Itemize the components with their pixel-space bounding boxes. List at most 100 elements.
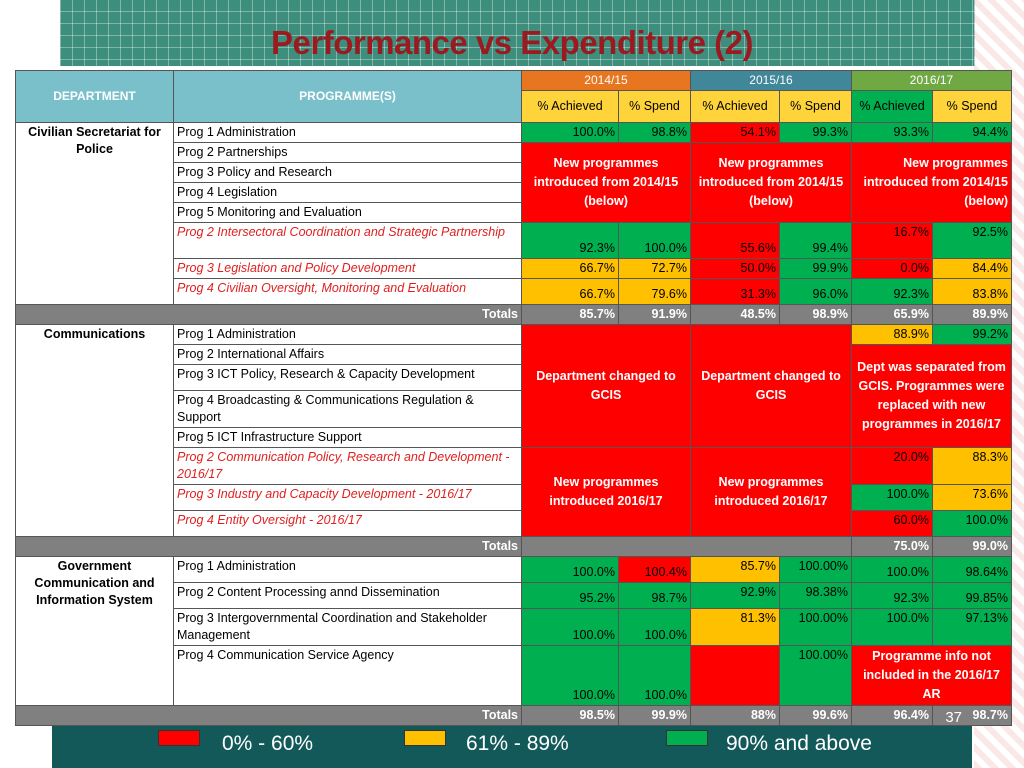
programme-cell: Prog 4 Entity Oversight - 2016/17 — [173, 510, 522, 537]
header-department: DEPARTMENT — [15, 70, 174, 123]
value-cell: 98.7% — [618, 582, 691, 609]
programme-cell: Prog 3 Intergovernmental Coordination an… — [173, 608, 522, 646]
performance-table: DEPARTMENT PROGRAMME(S) 2014/15 2015/16 … — [15, 70, 1012, 726]
total-cell: 88% — [690, 705, 780, 726]
value-cell: 92.5% — [932, 222, 1012, 259]
value-cell: 92.3% — [851, 582, 933, 609]
programme-cell: Prog 1 Administration — [173, 556, 522, 583]
value-cell: 100.0% — [521, 608, 619, 646]
note-new-programmes: New programmes introduced from 2014/15 (… — [690, 142, 852, 223]
total-cell: 98.9% — [779, 304, 852, 325]
legend-swatch-green — [666, 730, 708, 746]
total-cell-empty — [521, 536, 852, 557]
totals-label: Totals — [15, 705, 522, 726]
value-cell: 54.1% — [690, 122, 780, 143]
total-cell: 99.6% — [779, 705, 852, 726]
value-cell: 100.0% — [851, 608, 933, 646]
programme-cell: Prog 2 Partnerships — [173, 142, 522, 163]
legend-swatch-amber — [404, 730, 446, 746]
value-cell: 99.3% — [779, 122, 852, 143]
value-cell: 93.3% — [851, 122, 933, 143]
total-cell: 65.9% — [851, 304, 933, 325]
value-cell: 98.38% — [779, 582, 852, 609]
value-cell: 31.3% — [690, 278, 780, 305]
value-cell: 88.3% — [932, 447, 1012, 485]
header-spend: % Spend — [618, 90, 691, 123]
note-dept-changed: Department changed to GCIS — [690, 324, 852, 448]
programme-cell: Prog 2 Content Processing annd Dissemina… — [173, 582, 522, 609]
note-new-programmes: New programmes introduced from 2014/15 (… — [521, 142, 691, 223]
programme-cell: Prog 4 Legislation — [173, 182, 522, 203]
value-cell: 99.85% — [932, 582, 1012, 609]
note-programme-info: Programme info not included in the 2016/… — [851, 645, 1012, 706]
value-cell: 72.7% — [618, 258, 691, 279]
programme-cell: Prog 3 Policy and Research — [173, 162, 522, 183]
total-cell: 75.0% — [851, 536, 933, 557]
value-cell: 94.4% — [932, 122, 1012, 143]
value-cell: 84.4% — [932, 258, 1012, 279]
total-cell: 98.7% — [932, 705, 1012, 726]
note-new-2016: New programmes introduced 2016/17 — [521, 447, 691, 537]
value-cell: 99.4% — [779, 222, 852, 259]
value-cell: 92.3% — [851, 278, 933, 305]
programme-cell: Prog 3 Legislation and Policy Developmen… — [173, 258, 522, 279]
header-spend: % Spend — [779, 90, 852, 123]
value-cell: 96.0% — [779, 278, 852, 305]
header-achieved: % Achieved — [521, 90, 619, 123]
value-cell: 97.13% — [932, 608, 1012, 646]
programme-cell: Prog 2 Communication Policy, Research an… — [173, 447, 522, 485]
programme-cell: Prog 4 Broadcasting & Communications Reg… — [173, 390, 522, 428]
value-cell: 100.4% — [618, 556, 691, 583]
value-cell: 98.8% — [618, 122, 691, 143]
value-cell: 100.00% — [779, 556, 852, 583]
total-cell: 99.0% — [932, 536, 1012, 557]
programme-cell: Prog 4 Civilian Oversight, Monitoring an… — [173, 278, 522, 305]
note-dept-changed: Department changed to GCIS — [521, 324, 691, 448]
total-cell: 89.9% — [932, 304, 1012, 325]
value-cell: 100.0% — [851, 484, 933, 511]
page-title: Performance vs Expenditure (2) — [271, 24, 754, 61]
value-cell: 100.0% — [618, 608, 691, 646]
programme-cell: Prog 4 Communication Service Agency — [173, 645, 522, 706]
value-cell: 79.6% — [618, 278, 691, 305]
totals-label: Totals — [15, 536, 522, 557]
value-cell: 20.0% — [851, 447, 933, 485]
value-cell: 60.0% — [851, 510, 933, 537]
value-cell: 0.0% — [851, 258, 933, 279]
header-year-2015: 2015/16 — [690, 70, 852, 91]
total-cell: 85.7% — [521, 304, 619, 325]
total-cell: 99.9% — [618, 705, 691, 726]
value-cell: 100.0% — [932, 510, 1012, 537]
header-year-2016: 2016/17 — [851, 70, 1012, 91]
note-new-2016: New programmes introduced 2016/17 — [690, 447, 852, 537]
total-cell: 96.4% — [851, 705, 933, 726]
programme-cell: Prog 1 Administration — [173, 122, 522, 143]
header-spend: % Spend — [932, 90, 1012, 123]
value-cell: 73.6% — [932, 484, 1012, 511]
value-cell: 99.2% — [932, 324, 1012, 345]
value-cell: 99.9% — [779, 258, 852, 279]
dept-csp: Civilian Secretariat for Police — [15, 122, 174, 305]
page-number: 37 — [945, 709, 962, 726]
note-dept-separated: Dept was separated from GCIS. Programmes… — [851, 344, 1012, 448]
legend-label-red: 0% - 60% — [222, 732, 314, 755]
value-cell: 100.0% — [521, 556, 619, 583]
value-cell: 100.0% — [521, 122, 619, 143]
value-cell: 95.2% — [521, 582, 619, 609]
header-programmes: PROGRAMME(S) — [173, 70, 522, 123]
total-cell: 48.5% — [690, 304, 780, 325]
note-new-programmes: New programmes introduced from 2014/15 (… — [851, 142, 1012, 223]
total-cell: 98.5% — [521, 705, 619, 726]
header-year-2014: 2014/15 — [521, 70, 691, 91]
header-achieved: % Achieved — [690, 90, 780, 123]
value-cell: 66.7% — [521, 258, 619, 279]
value-cell: 92.9% — [690, 582, 780, 609]
value-cell: 100.00% — [779, 608, 852, 646]
value-cell: 100.00% — [779, 645, 852, 706]
value-cell: 98.64% — [932, 556, 1012, 583]
value-cell: 16.7% — [851, 222, 933, 259]
value-cell: 100.0% — [851, 556, 933, 583]
value-cell: 100.0% — [618, 645, 691, 706]
header-achieved: % Achieved — [851, 90, 933, 123]
value-cell: 100.0% — [618, 222, 691, 259]
